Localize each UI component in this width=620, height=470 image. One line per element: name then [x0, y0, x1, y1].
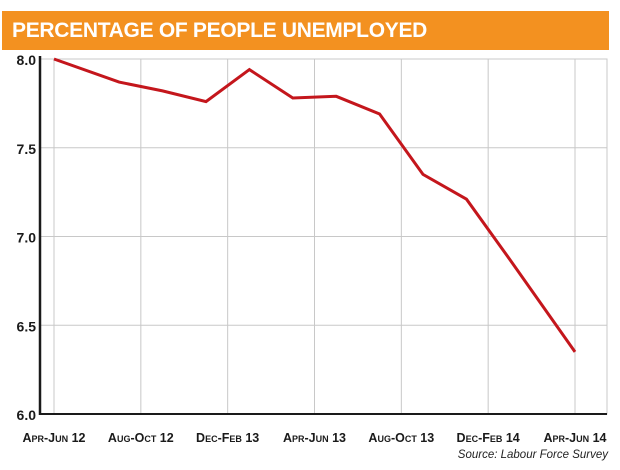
- source-note: Source: Labour Force Survey: [457, 449, 608, 461]
- series-line: [53, 57, 577, 353]
- y-tick-label: 6.0: [17, 407, 37, 423]
- x-tick-label: Aug-Oct 13: [368, 431, 434, 445]
- page-title: PERCENTAGE OF PEOPLE UNEMPLOYED: [12, 19, 428, 42]
- y-tick-label: 7.5: [17, 141, 37, 157]
- header-bar: PERCENTAGE OF PEOPLE UNEMPLOYED: [2, 11, 609, 50]
- y-tick-label: 6.5: [17, 318, 37, 334]
- y-tick-label: 8.0: [17, 52, 37, 68]
- x-tick-label: Apr-Jun 13: [283, 431, 346, 445]
- x-tick-label: Apr-Jun 14: [543, 431, 606, 445]
- x-tick-label: Dec-Feb 14: [457, 431, 520, 445]
- x-tick-label: Aug-Oct 12: [108, 431, 174, 445]
- y-tick-label: 7.0: [17, 230, 37, 246]
- x-tick-label: Apr-Jun 12: [22, 431, 85, 445]
- x-tick-label: Dec-Feb 13: [196, 431, 259, 445]
